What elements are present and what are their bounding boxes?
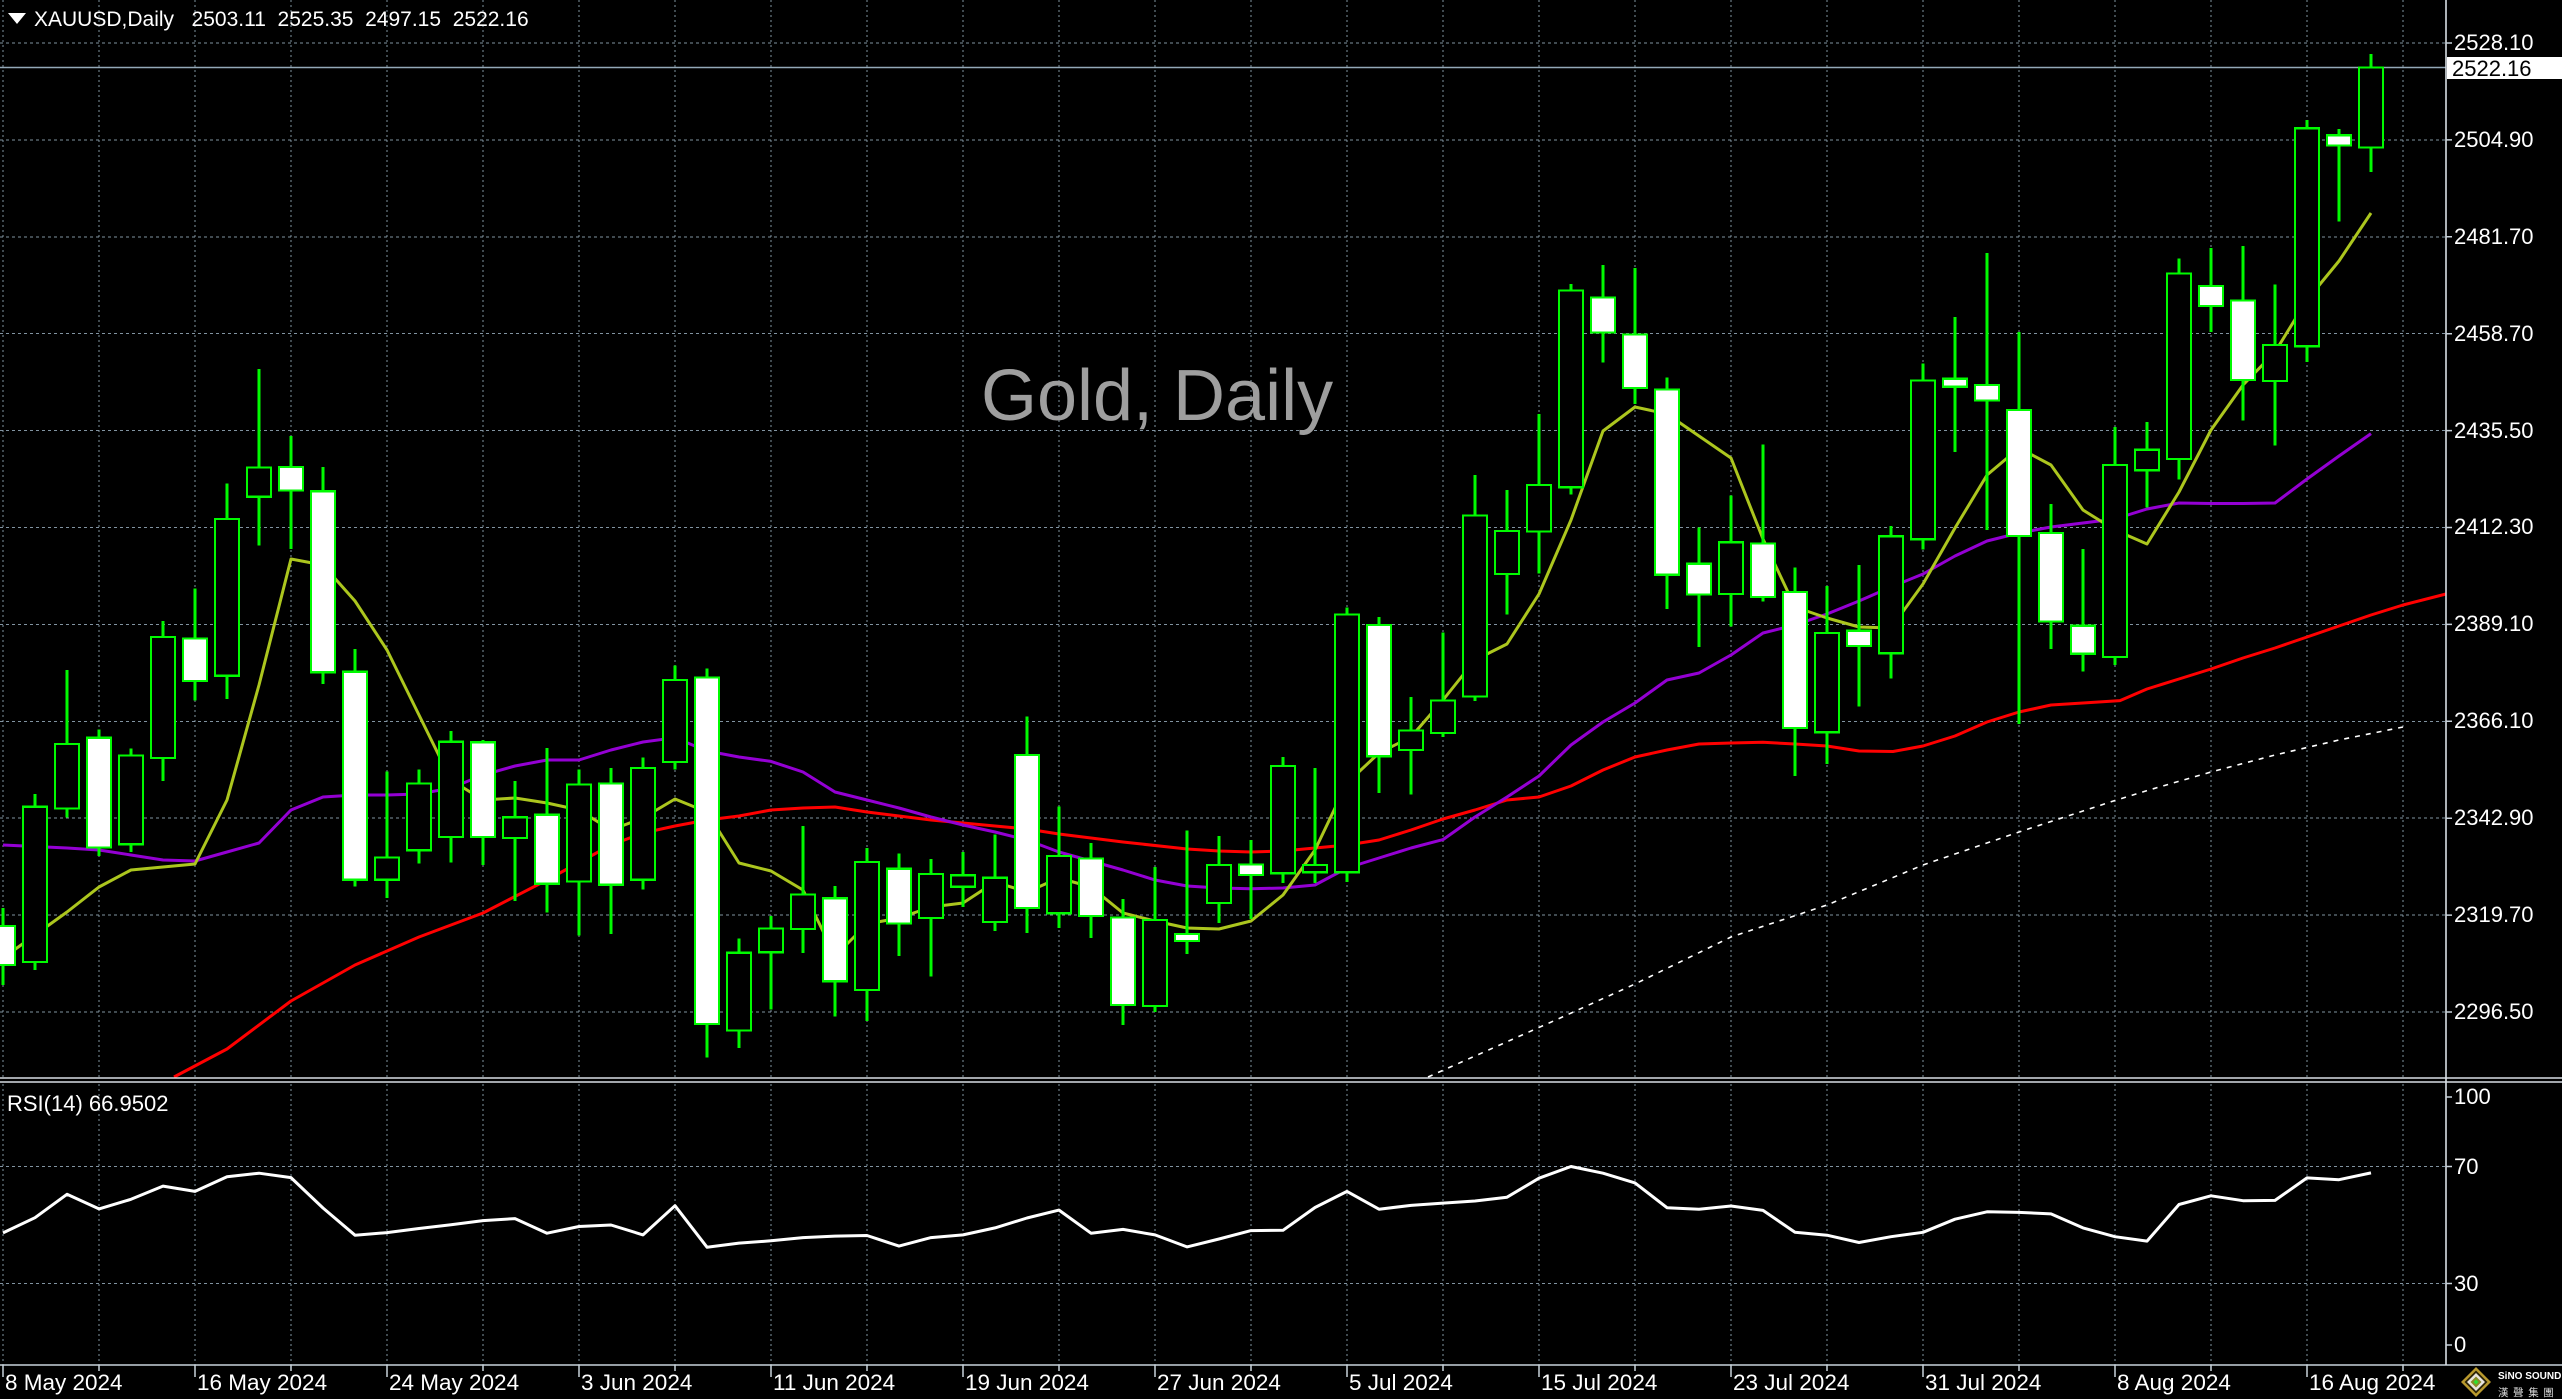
svg-text:8 Aug 2024: 8 Aug 2024 <box>2117 1370 2231 1395</box>
svg-text:2522.16: 2522.16 <box>2452 56 2532 81</box>
svg-text:漢聲集團: 漢聲集團 <box>2498 1386 2558 1399</box>
svg-text:0: 0 <box>2454 1332 2466 1357</box>
svg-text:2319.70: 2319.70 <box>2454 902 2534 927</box>
svg-text:2481.70: 2481.70 <box>2454 224 2534 249</box>
svg-text:2342.90: 2342.90 <box>2454 805 2534 830</box>
svg-text:2389.10: 2389.10 <box>2454 611 2534 636</box>
svg-text:3 Jun 2024: 3 Jun 2024 <box>581 1370 692 1395</box>
svg-text:24 May 2024: 24 May 2024 <box>389 1370 519 1395</box>
svg-text:5 Jul 2024: 5 Jul 2024 <box>1349 1370 1453 1395</box>
svg-text:Gold, Daily: Gold, Daily <box>981 356 1333 436</box>
svg-text:2296.50: 2296.50 <box>2454 999 2534 1024</box>
svg-text:23 Jul 2024: 23 Jul 2024 <box>1733 1370 1849 1395</box>
svg-text:2435.50: 2435.50 <box>2454 418 2534 443</box>
svg-text:19 Jun 2024: 19 Jun 2024 <box>965 1370 1089 1395</box>
svg-text:100: 100 <box>2454 1084 2491 1109</box>
svg-text:11 Jun 2024: 11 Jun 2024 <box>773 1370 895 1395</box>
svg-text:SiNO SOUND: SiNO SOUND <box>2498 1371 2561 1382</box>
svg-text:2412.30: 2412.30 <box>2454 514 2534 539</box>
svg-text:16 Aug 2024: 16 Aug 2024 <box>2309 1370 2435 1395</box>
svg-text:2528.10: 2528.10 <box>2454 30 2534 55</box>
svg-text:XAUUSD,Daily 2503.11 2525.3: XAUUSD,Daily 2503.11 2525.35 2497.15 252… <box>34 8 529 31</box>
svg-text:2366.10: 2366.10 <box>2454 708 2534 733</box>
svg-text:31 Jul 2024: 31 Jul 2024 <box>1925 1370 2041 1395</box>
svg-text:8 May 2024: 8 May 2024 <box>5 1370 123 1395</box>
svg-text:RSI(14) 66.9502: RSI(14) 66.9502 <box>7 1091 168 1116</box>
svg-text:2504.90: 2504.90 <box>2454 127 2534 152</box>
svg-text:15 Jul 2024: 15 Jul 2024 <box>1541 1370 1657 1395</box>
svg-text:30: 30 <box>2454 1271 2478 1296</box>
svg-text:2458.70: 2458.70 <box>2454 321 2534 346</box>
svg-text:70: 70 <box>2454 1154 2478 1179</box>
svg-text:27 Jun 2024: 27 Jun 2024 <box>1157 1370 1281 1395</box>
svg-text:16 May 2024: 16 May 2024 <box>197 1370 327 1395</box>
